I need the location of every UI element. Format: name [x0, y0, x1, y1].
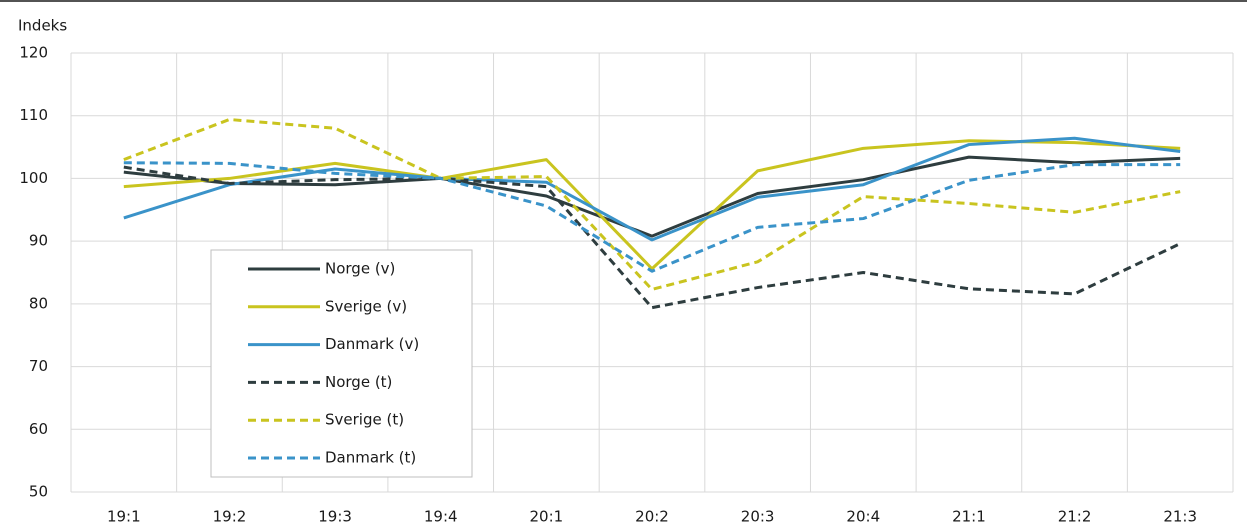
y-tick-label: 120	[19, 44, 48, 62]
y-tick-label: 100	[19, 169, 48, 187]
x-tick-label: 21:3	[1163, 508, 1197, 526]
x-tick-label: 21:2	[1058, 508, 1092, 526]
x-tick-label: 21:1	[952, 508, 986, 526]
y-tick-label: 90	[29, 232, 48, 250]
x-tick-label: 19:1	[107, 508, 141, 526]
x-tick-label: 20:1	[530, 508, 564, 526]
y-tick-label: 110	[19, 106, 48, 124]
y-axis-label: Indeks	[18, 17, 67, 35]
data-line	[123, 161, 1181, 273]
x-tick-label: 19:3	[318, 508, 352, 526]
x-tick-label: 20:2	[635, 508, 669, 526]
legend-label: Norge (v)	[325, 260, 395, 278]
y-tick-label: 50	[29, 483, 48, 501]
legend-label: Norge (t)	[325, 373, 392, 391]
x-tick-label: 19:4	[424, 508, 458, 526]
legend-label: Sverige (t)	[325, 411, 404, 429]
x-tick-label: 20:3	[741, 508, 775, 526]
legend-label: Danmark (v)	[325, 335, 419, 353]
data-line	[123, 155, 1181, 238]
x-tick-label: 20:4	[846, 508, 880, 526]
y-tick-label: 70	[29, 357, 48, 375]
data-line	[123, 165, 1181, 310]
data-line	[123, 136, 1181, 242]
legend-label: Danmark (t)	[325, 449, 416, 467]
x-tick-label: 19:2	[213, 508, 247, 526]
legend-box	[210, 249, 473, 478]
data-line	[123, 117, 1181, 291]
y-tick-label: 60	[29, 420, 48, 438]
legend: Norge (v) Sverige (v) Danmark (v) Norge (t)…	[210, 249, 473, 478]
y-tick-label: 80	[29, 294, 48, 312]
legend-label: Sverige (v)	[325, 297, 407, 315]
